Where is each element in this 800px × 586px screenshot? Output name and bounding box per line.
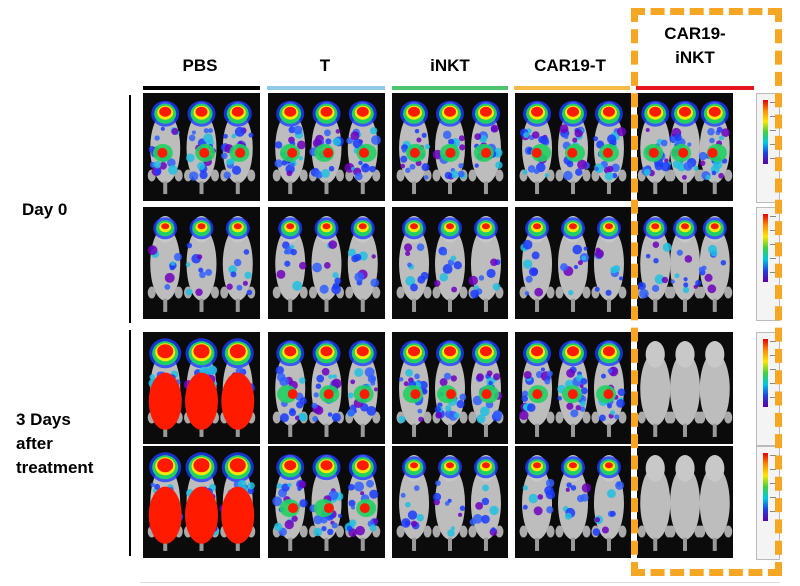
panel-car19-inkt-day0-ventral xyxy=(637,207,733,319)
panel-t-day0-ventral xyxy=(268,207,385,319)
column-bar-t xyxy=(267,86,385,90)
color-gradient-bar xyxy=(763,100,768,164)
scale-tick xyxy=(770,511,776,512)
panel-car19-inkt-day3-ventral xyxy=(637,446,733,558)
scale-tick xyxy=(770,355,776,356)
panel-t-day3-ventral xyxy=(268,446,385,558)
scale-tick xyxy=(770,272,776,273)
panel-inkt-day3-ventral xyxy=(392,446,508,558)
scale-tick xyxy=(770,258,776,259)
scale-tick xyxy=(770,369,776,370)
panel-pbs-day3-ventral xyxy=(143,446,260,558)
color-gradient-bar xyxy=(763,339,768,407)
column-label-t: T xyxy=(319,56,331,75)
scale-tick xyxy=(770,397,776,398)
scale-tick xyxy=(770,158,776,159)
scale-tick xyxy=(770,469,776,470)
panel-inkt-day0-ventral xyxy=(392,207,508,319)
column-bar-car19-inkt xyxy=(636,86,754,90)
panel-car19-t-day0-dorsal xyxy=(515,93,631,201)
scale-tick xyxy=(770,341,776,342)
scale-tick xyxy=(770,144,776,145)
panel-inkt-day0-dorsal xyxy=(392,93,508,201)
panel-pbs-day0-dorsal xyxy=(143,93,260,201)
panel-car19-inkt-day0-dorsal xyxy=(637,93,733,201)
scale-tick xyxy=(770,230,776,231)
panel-car19-t-day0-ventral xyxy=(515,207,631,319)
column-bar-car19-t xyxy=(514,86,630,90)
column-bar-inkt xyxy=(392,86,508,90)
panel-car19-t-day3-ventral xyxy=(515,446,631,558)
panel-inkt-day3-dorsal xyxy=(392,332,508,444)
scale-tick xyxy=(770,216,776,217)
color-gradient-bar xyxy=(763,214,768,282)
row-separator-day-0 xyxy=(129,95,131,323)
scale-tick xyxy=(770,130,776,131)
bottom-rule xyxy=(140,582,780,583)
car19-inkt-highlight-frame xyxy=(631,8,782,576)
scale-tick xyxy=(770,497,776,498)
row-label-day-0: Day 0 xyxy=(22,200,68,219)
scale-tick xyxy=(770,483,776,484)
column-bar-pbs xyxy=(143,86,260,90)
panel-car19-t-day3-dorsal xyxy=(515,332,631,444)
row-separator-3-days xyxy=(129,330,131,556)
scale-tick xyxy=(770,102,776,103)
scale-tick xyxy=(770,116,776,117)
column-label-car19-t: CAR19-T xyxy=(534,56,606,75)
column-label-car19-inkt: CAR19- iNKT xyxy=(664,24,726,67)
color-gradient-bar xyxy=(763,453,768,521)
row-label-3-days-after-treatment: 3 Days after treatment xyxy=(16,410,94,477)
panel-pbs-day3-dorsal xyxy=(143,332,260,444)
panel-car19-inkt-day3-dorsal xyxy=(637,332,733,444)
panel-t-day3-dorsal xyxy=(268,332,385,444)
column-label-inkt: iNKT xyxy=(430,56,470,75)
scale-tick xyxy=(770,383,776,384)
scale-tick xyxy=(770,455,776,456)
panel-t-day0-dorsal xyxy=(268,93,385,201)
scale-tick xyxy=(770,244,776,245)
column-label-pbs: PBS xyxy=(182,56,218,75)
panel-pbs-day0-ventral xyxy=(143,207,260,319)
